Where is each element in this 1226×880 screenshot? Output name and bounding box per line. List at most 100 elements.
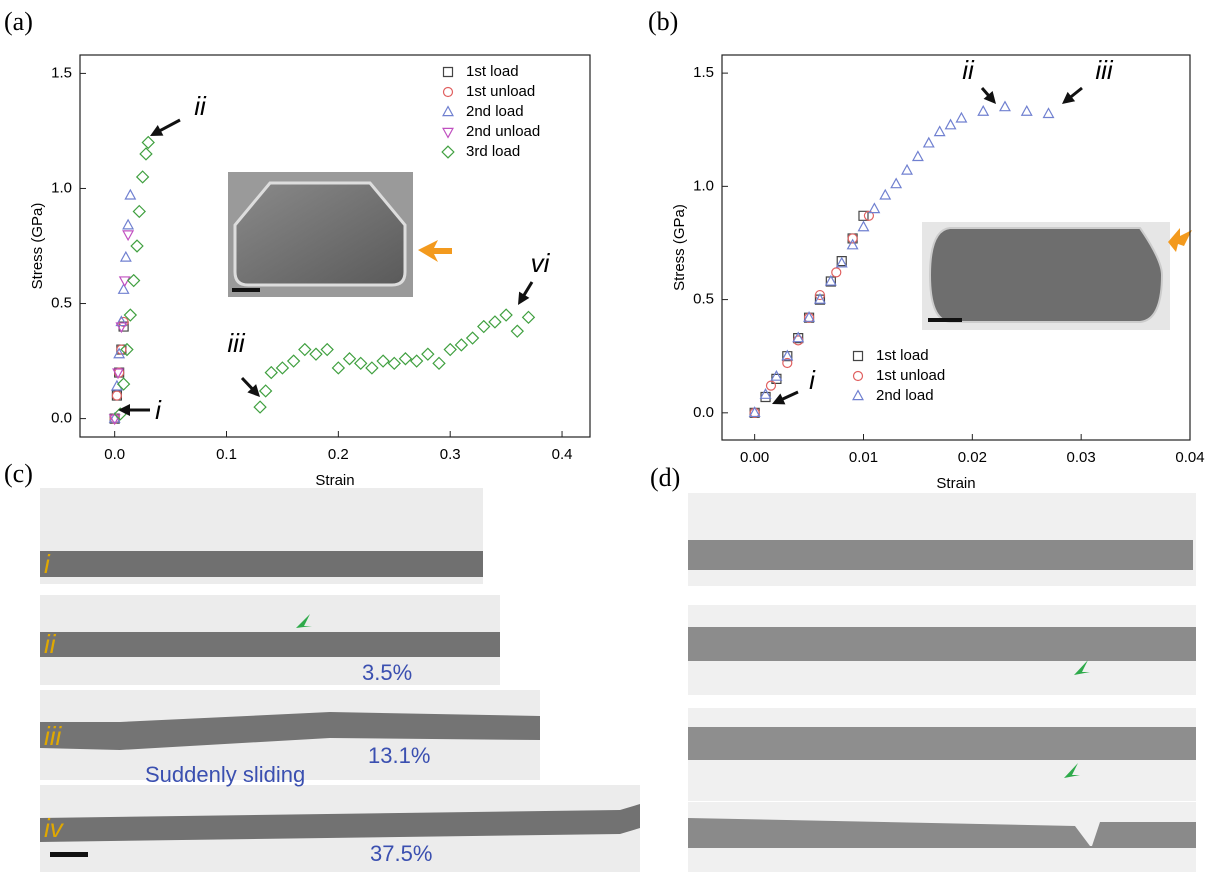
- annotation-arrowhead: [1062, 91, 1076, 104]
- data-point: [831, 267, 842, 278]
- data-point: [258, 384, 273, 398]
- data-point: [835, 256, 848, 268]
- data-point: [126, 273, 141, 288]
- data-point: [123, 308, 138, 322]
- note: Suddenly sliding: [145, 762, 305, 787]
- legend-label: 2nd load: [876, 387, 934, 404]
- x-tick-label: 0.00: [740, 449, 769, 466]
- data-point: [432, 356, 446, 371]
- data-point: [365, 361, 379, 375]
- data-point: [111, 390, 123, 401]
- annotation-arrowhead: [150, 125, 164, 136]
- data-point: [354, 356, 368, 371]
- frame-label: i: [44, 549, 51, 579]
- legend-marker: [441, 145, 455, 159]
- data-point: [781, 349, 794, 361]
- data-point: [911, 150, 924, 162]
- panel-label: (c): [4, 459, 33, 488]
- legend-marker: [442, 105, 454, 117]
- x-tick-label: 0.04: [1175, 449, 1204, 466]
- data-point: [387, 356, 401, 371]
- data-point: [488, 315, 502, 329]
- data-point: [846, 238, 859, 250]
- annotation-arrowhead: [772, 393, 786, 405]
- micrographs-d: [688, 493, 1196, 872]
- data-point: [331, 361, 346, 375]
- legend-marker: [442, 66, 454, 78]
- data-point: [139, 147, 153, 161]
- data-point: [879, 188, 892, 200]
- data-point: [116, 344, 127, 355]
- data-point: [868, 202, 881, 214]
- data-point: [999, 100, 1011, 112]
- x-tick-label: 0.01: [849, 449, 878, 466]
- y-axis-label: Stress (GPa): [671, 204, 688, 291]
- legend-marker: [852, 350, 864, 362]
- data-point: [309, 347, 323, 361]
- data-point: [124, 188, 137, 200]
- inset-a: [228, 172, 452, 297]
- legend-label: 1st unload: [466, 83, 535, 100]
- data-point: [477, 319, 491, 334]
- data-point: [759, 388, 772, 399]
- y-tick-label: 0.5: [693, 291, 714, 308]
- data-point: [342, 352, 357, 366]
- annotation-arrowhead: [247, 384, 260, 397]
- y-axis-label: Stress (GPa): [29, 203, 46, 290]
- data-point: [264, 365, 278, 380]
- strain-label: 3.5%: [362, 660, 412, 685]
- legend-marker: [852, 389, 864, 401]
- data-point: [847, 233, 858, 244]
- data-point: [454, 338, 469, 352]
- data-point: [398, 352, 413, 366]
- annotation: i: [155, 395, 162, 425]
- data-point: [141, 135, 155, 150]
- annotation-arrowhead: [518, 291, 530, 305]
- data-point: [944, 118, 957, 130]
- data-point: [115, 315, 128, 327]
- y-tick-label: 1.5: [51, 64, 72, 81]
- plot-frame: [79, 54, 591, 438]
- data-point: [933, 125, 946, 137]
- data-point: [901, 163, 913, 175]
- data-point: [510, 324, 525, 338]
- data-point: [421, 347, 435, 361]
- panel-label: (a): [4, 7, 33, 36]
- data-point: [748, 406, 761, 418]
- data-point: [286, 354, 301, 368]
- data-point: [922, 136, 935, 148]
- annotation: iii: [227, 328, 246, 358]
- frame-label: ii: [44, 629, 57, 659]
- x-tick-label: 0.03: [1067, 449, 1096, 466]
- legend-marker: [442, 127, 454, 139]
- frame-label: iv: [44, 813, 65, 843]
- data-point: [320, 342, 334, 357]
- annotation-arrowhead: [983, 91, 996, 104]
- x-tick-label: 0.1: [216, 446, 237, 463]
- legend-label: 2nd load: [466, 103, 524, 120]
- data-point: [112, 368, 124, 380]
- x-tick-label: 0.02: [958, 449, 987, 466]
- micrographs-c: [40, 488, 640, 872]
- panel-label: (b): [648, 7, 678, 36]
- y-tick-label: 0.0: [693, 404, 714, 421]
- y-tick-label: 0.0: [51, 410, 72, 427]
- data-point: [1042, 107, 1055, 119]
- x-axis-label: Strain: [315, 472, 354, 489]
- data-point: [118, 276, 131, 288]
- x-tick-label: 0.2: [328, 446, 349, 463]
- data-point: [955, 111, 968, 123]
- data-point: [409, 354, 424, 368]
- data-point: [813, 292, 826, 304]
- strain-label: 37.5%: [370, 841, 432, 866]
- data-point: [110, 379, 123, 391]
- x-tick-label: 0.4: [552, 446, 573, 463]
- strain-label: 13.1%: [368, 743, 430, 768]
- annotation-arrowhead: [118, 404, 130, 416]
- data-point: [120, 342, 134, 357]
- data-point: [977, 104, 990, 116]
- inset-b: [922, 222, 1192, 330]
- data-point: [770, 369, 783, 381]
- data-point: [824, 274, 837, 286]
- data-point: [521, 310, 536, 325]
